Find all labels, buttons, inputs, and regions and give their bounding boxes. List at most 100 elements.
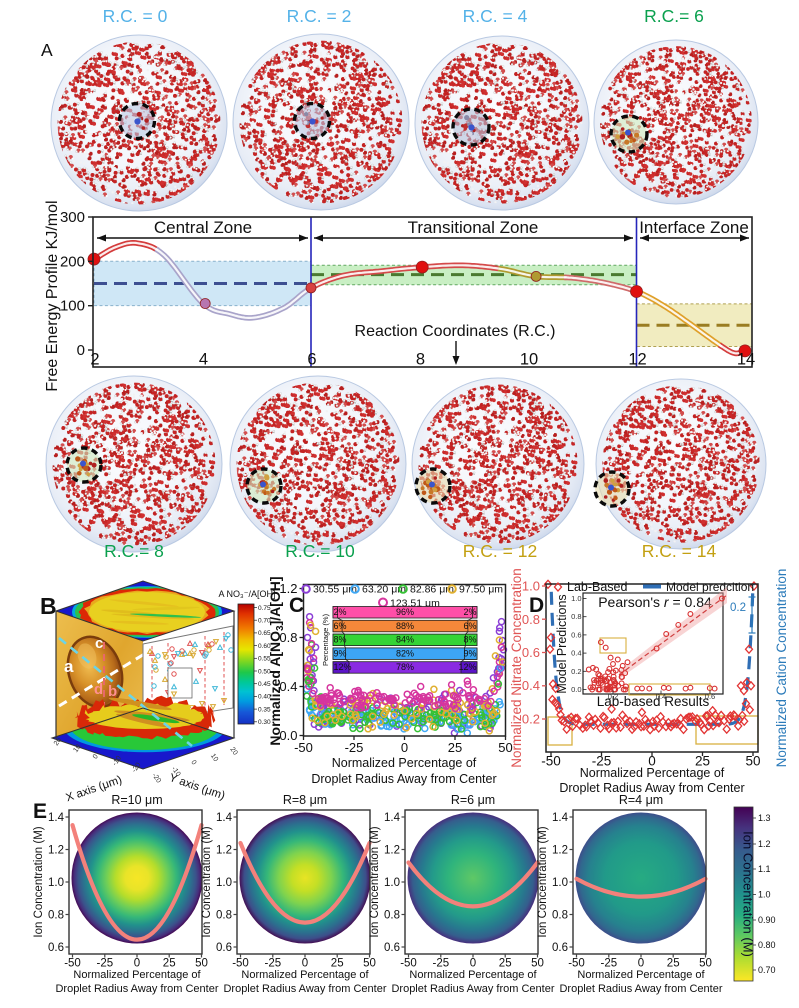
- svg-text:-10: -10: [170, 766, 182, 778]
- svg-text:0.2: 0.2: [608, 692, 618, 701]
- svg-text:2: 2: [90, 351, 99, 369]
- svg-text:Lab-Based: Lab-Based: [567, 580, 628, 594]
- svg-text:1.4: 1.4: [384, 812, 401, 824]
- svg-text:0.6: 0.6: [216, 942, 232, 954]
- svg-text:50: 50: [498, 740, 512, 755]
- svg-text:0: 0: [470, 958, 476, 970]
- svg-text:0.70: 0.70: [258, 618, 271, 625]
- svg-text:97.50 μm: 97.50 μm: [459, 584, 503, 596]
- svg-text:1.2: 1.2: [758, 839, 771, 849]
- svg-text:-25: -25: [592, 754, 612, 769]
- svg-text:300: 300: [60, 209, 85, 226]
- svg-text:20: 20: [53, 737, 63, 747]
- svg-text:10: 10: [72, 743, 82, 753]
- svg-text:63.20 μm: 63.20 μm: [362, 584, 406, 596]
- svg-text:Free Energy Profile KJ/mol: Free Energy Profile KJ/mol: [44, 200, 61, 391]
- svg-text:50: 50: [363, 958, 376, 970]
- svg-text:10: 10: [520, 351, 538, 369]
- svg-text:1.3: 1.3: [758, 813, 771, 823]
- svg-text:0.8: 0.8: [216, 910, 232, 922]
- svg-text:50: 50: [195, 958, 208, 970]
- svg-text:D: D: [529, 594, 544, 617]
- svg-text:R=8 μm: R=8 μm: [283, 793, 327, 807]
- svg-text:0.4: 0.4: [522, 678, 540, 693]
- svg-text:0.4: 0.4: [571, 649, 581, 658]
- svg-text:0: 0: [92, 753, 100, 760]
- svg-text:1.0: 1.0: [216, 877, 232, 889]
- svg-text:Droplet Radius Away from Cente: Droplet Radius Away from Center: [223, 983, 386, 995]
- svg-text:50: 50: [745, 754, 760, 769]
- svg-text:0.55: 0.55: [258, 656, 271, 663]
- svg-text:0.8: 0.8: [552, 910, 568, 922]
- svg-text:Lab-based Results: Lab-based Results: [597, 694, 710, 709]
- svg-text:25: 25: [499, 958, 512, 970]
- svg-text:-25: -25: [96, 958, 113, 970]
- svg-text:20: 20: [228, 746, 238, 756]
- svg-text:A NO₃⁻/A[OH]: A NO₃⁻/A[OH]: [219, 589, 276, 599]
- svg-text:0.6: 0.6: [552, 942, 568, 954]
- svg-text:a: a: [64, 657, 74, 676]
- svg-text:1.2: 1.2: [384, 845, 400, 857]
- svg-text:1.2: 1.2: [279, 581, 297, 596]
- svg-text:Interface Zone: Interface Zone: [639, 218, 749, 237]
- svg-text:Ion Concentration (M): Ion Concentration (M): [33, 826, 45, 937]
- svg-text:25: 25: [667, 958, 680, 970]
- svg-text:25: 25: [163, 958, 176, 970]
- svg-text:Normalized Percentage of: Normalized Percentage of: [409, 969, 537, 981]
- svg-text:Model predcition: Model predcition: [666, 580, 754, 594]
- svg-text:c: c: [95, 635, 103, 652]
- svg-text:0.4: 0.4: [656, 692, 666, 701]
- svg-text:10: 10: [209, 753, 219, 763]
- svg-text:Ion Concentration (M): Ion Concentration (M): [369, 826, 381, 937]
- svg-text:6%: 6%: [334, 621, 347, 631]
- svg-text:Droplet Radius Away from Cente: Droplet Radius Away from Center: [391, 983, 554, 995]
- svg-text:82.86 μm: 82.86 μm: [410, 584, 454, 596]
- svg-text:0: 0: [401, 740, 408, 755]
- svg-text:Normalized Cation Concentratio: Normalized Cation Concentration: [774, 569, 789, 768]
- svg-text:Normalized Percentage of: Normalized Percentage of: [241, 969, 369, 981]
- svg-text:25: 25: [695, 754, 710, 769]
- svg-text:0.45: 0.45: [258, 681, 271, 688]
- svg-text:Percentage (%): Percentage (%): [321, 613, 330, 666]
- svg-text:78%: 78%: [396, 662, 414, 672]
- svg-text:8: 8: [416, 351, 425, 369]
- svg-text:6: 6: [307, 351, 316, 369]
- svg-text:Pearson's r = 0.84: Pearson's r = 0.84: [598, 594, 712, 610]
- svg-text:0.50: 0.50: [258, 668, 271, 675]
- svg-text:9%: 9%: [334, 648, 347, 658]
- svg-text:84%: 84%: [396, 635, 414, 645]
- svg-text:0.65: 0.65: [258, 630, 271, 637]
- svg-text:-20: -20: [131, 762, 143, 774]
- svg-text:Droplet Radius Away from Cente: Droplet Radius Away from Center: [311, 772, 496, 786]
- svg-text:1.2: 1.2: [216, 845, 232, 857]
- svg-text:-25: -25: [600, 958, 617, 970]
- svg-text:0.2: 0.2: [730, 602, 746, 614]
- svg-text:1.2: 1.2: [552, 845, 568, 857]
- svg-text:1.1: 1.1: [758, 864, 771, 874]
- svg-text:-20: -20: [150, 772, 162, 784]
- svg-text:-25: -25: [264, 958, 281, 970]
- svg-text:R.C. = 12: R.C. = 12: [463, 541, 537, 561]
- svg-text:R.C. = 14: R.C. = 14: [642, 541, 717, 561]
- svg-text:0.80: 0.80: [758, 940, 776, 950]
- svg-text:-25: -25: [432, 958, 449, 970]
- svg-text:0.70: 0.70: [758, 965, 776, 975]
- svg-text:12%: 12%: [334, 662, 352, 672]
- svg-text:R.C.= 6: R.C.= 6: [644, 6, 704, 26]
- svg-text:-50: -50: [64, 958, 81, 970]
- svg-text:12: 12: [628, 351, 646, 369]
- svg-text:8%: 8%: [463, 635, 476, 645]
- svg-text:1.0: 1.0: [384, 877, 400, 889]
- svg-text:Normalized Percentage of: Normalized Percentage of: [73, 969, 201, 981]
- svg-text:0.2: 0.2: [571, 667, 581, 676]
- svg-text:0.75: 0.75: [258, 605, 271, 612]
- svg-text:Central Zone: Central Zone: [154, 218, 252, 237]
- svg-text:0.30: 0.30: [258, 719, 271, 726]
- svg-text:R.C. = 0: R.C. = 0: [103, 6, 168, 26]
- svg-text:0.6: 0.6: [705, 692, 715, 701]
- svg-text:200: 200: [60, 253, 85, 270]
- svg-text:0: 0: [302, 958, 308, 970]
- svg-text:88%: 88%: [396, 621, 414, 631]
- svg-text:4: 4: [199, 351, 208, 369]
- svg-text:1.0: 1.0: [552, 877, 568, 889]
